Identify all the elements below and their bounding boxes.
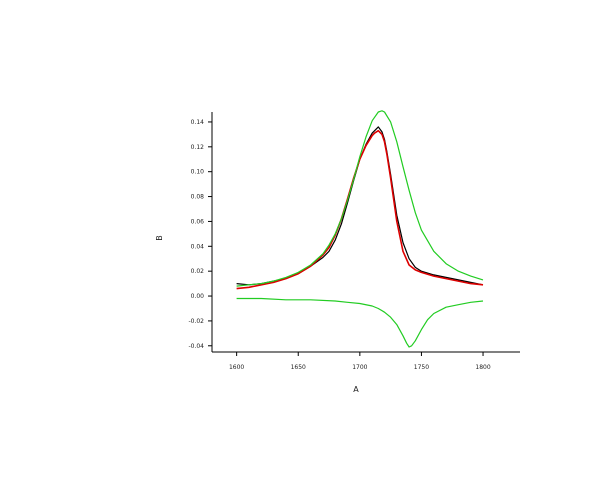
series-layer <box>236 110 484 348</box>
x-tick-label: 1750 <box>414 364 429 371</box>
x-tick-label: 1650 <box>291 364 306 371</box>
x-axis-label: A <box>353 385 359 394</box>
x-ticks: 1600 1650 1700 1750 1800 <box>229 352 491 371</box>
series-line-1 <box>236 126 484 286</box>
y-ticks: -0.04 -0.02 0.00 0.02 0.04 0.06 0.08 0.10 0.12 0.… <box>188 119 212 350</box>
y-tick-label: 0.10 <box>191 169 205 176</box>
axes-layer <box>211 112 520 353</box>
y-tick-label: 0.12 <box>191 144 205 151</box>
y-tick-label: 0.14 <box>191 119 205 126</box>
x-tick-label: 1600 <box>229 364 244 371</box>
y-tick-label: 0.00 <box>191 293 205 300</box>
y-tick-label: 0.04 <box>191 243 205 250</box>
series-line-3 <box>236 110 484 287</box>
y-tick-label: 0.02 <box>191 268 205 275</box>
y-tick-label: 0.06 <box>191 218 205 225</box>
series-line-4 <box>236 297 484 348</box>
x-tick-label: 1800 <box>475 364 490 371</box>
y-axis-label: B <box>155 235 164 241</box>
x-tick-label: 1700 <box>352 364 367 371</box>
y-tick-label: 0.08 <box>191 194 205 201</box>
y-tick-label: -0.02 <box>188 318 204 325</box>
y-tick-label: -0.04 <box>188 343 204 350</box>
series-line-2 <box>236 129 484 290</box>
